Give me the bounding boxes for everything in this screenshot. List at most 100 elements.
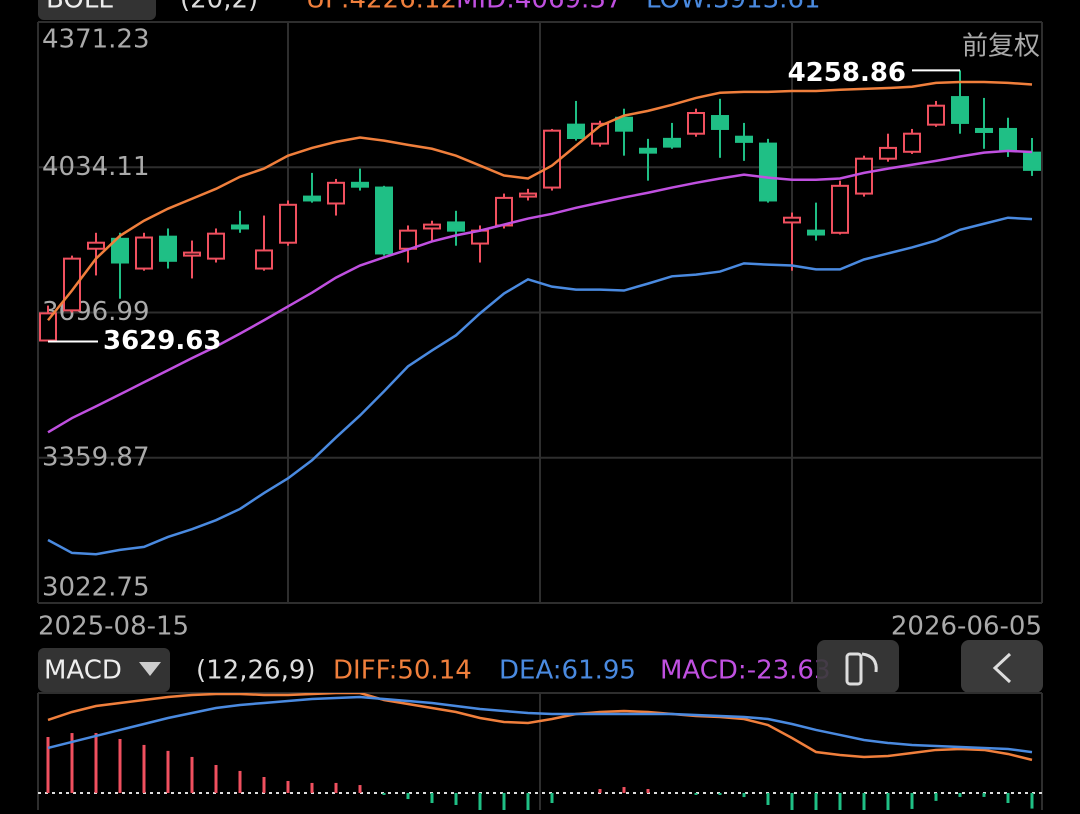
candle-body xyxy=(231,224,249,230)
candle-body xyxy=(807,229,825,236)
candle-body xyxy=(399,229,417,250)
indicator-name: MACD xyxy=(44,656,122,686)
legend-mid: MID:4069.37 xyxy=(456,0,622,15)
rotate-icon xyxy=(861,652,878,673)
macd-bar xyxy=(286,780,290,793)
macd-bar xyxy=(862,792,866,810)
min-label: 3629.63 xyxy=(103,326,221,356)
macd-bar xyxy=(958,792,962,797)
y-tick-label: 3359.87 xyxy=(42,442,150,472)
macd-bar xyxy=(238,770,242,793)
candle-body xyxy=(567,123,585,139)
macd-bar xyxy=(190,756,194,793)
macd-frame xyxy=(37,692,1043,810)
indicator-params: (12,26,9) xyxy=(196,656,316,686)
macd-bar xyxy=(502,792,506,810)
macd-plot xyxy=(38,693,1042,810)
candle-body xyxy=(639,147,657,154)
candle-body xyxy=(711,115,729,130)
candle-body xyxy=(375,186,393,255)
rotate-icon xyxy=(845,652,863,686)
indicator-button[interactable] xyxy=(38,0,156,20)
macd-bar xyxy=(790,792,794,810)
x-tick-label: 2026-06-05 xyxy=(891,612,1042,642)
boll-line xyxy=(47,80,1033,322)
macd-bar xyxy=(1030,792,1034,809)
macd-bar xyxy=(598,789,602,793)
macd-bar xyxy=(70,733,74,793)
back-button[interactable] xyxy=(961,640,1043,693)
legend-diff: DIFF:50.14 xyxy=(333,656,472,686)
macd-bar xyxy=(262,777,266,793)
candle-body xyxy=(927,104,945,126)
macd-bar xyxy=(118,738,122,793)
macd-bar xyxy=(526,792,530,810)
candle-body xyxy=(855,157,873,195)
macd-bar xyxy=(646,789,650,793)
legend-up: UP:4226.12 xyxy=(306,0,457,15)
boll-line xyxy=(47,216,1033,556)
macd-bar xyxy=(550,792,554,804)
macd-bar xyxy=(766,792,770,805)
candle-body xyxy=(1023,151,1041,171)
candle-body xyxy=(87,241,105,250)
candle-body xyxy=(303,195,321,202)
macd-bar xyxy=(430,792,434,804)
candle-body xyxy=(423,223,441,230)
x-tick-label: 2025-08-15 xyxy=(38,612,189,642)
macd-bar xyxy=(838,792,842,810)
candle-body xyxy=(351,181,369,188)
candle-body xyxy=(999,127,1017,152)
candle-body xyxy=(447,221,465,232)
indicator-params: (20,2) xyxy=(180,0,258,15)
candle-body xyxy=(111,237,129,264)
candle-body xyxy=(183,251,201,257)
macd-bar xyxy=(358,785,362,793)
macd-bar xyxy=(1006,792,1010,804)
adjust-label: 前复权 xyxy=(962,32,1040,62)
max-label: 4258.86 xyxy=(788,58,906,88)
macd-bar xyxy=(718,792,722,795)
candle-body xyxy=(615,116,633,132)
macd-bar xyxy=(214,764,218,793)
candle-body xyxy=(255,249,273,270)
candle-body xyxy=(543,129,561,189)
macd-line xyxy=(47,695,1033,754)
macd-bar xyxy=(310,782,314,793)
macd-bar xyxy=(478,792,482,810)
macd-bar xyxy=(454,792,458,805)
y-tick-label: 3696.99 xyxy=(42,297,150,327)
macd-bar xyxy=(166,750,170,793)
macd-bar xyxy=(334,782,338,793)
macd-line xyxy=(47,693,1033,762)
candle-body xyxy=(783,216,801,224)
candle-body xyxy=(759,142,777,202)
indicator-button[interactable] xyxy=(38,648,170,692)
candle-body xyxy=(39,312,57,342)
rotate-button[interactable] xyxy=(817,640,899,693)
macd-bar xyxy=(982,792,986,797)
indicator-name: BOLL xyxy=(46,0,113,15)
macd-bar xyxy=(142,744,146,793)
y-tick-label: 3022.75 xyxy=(42,573,150,603)
macd-bar xyxy=(814,792,818,810)
candle-body xyxy=(663,137,681,148)
macd-bar xyxy=(742,792,746,798)
candle-body xyxy=(951,96,969,124)
candle-body xyxy=(495,196,513,227)
candle-body xyxy=(903,132,921,153)
legend-low: LOW:3913.61 xyxy=(646,0,820,15)
macd-bar xyxy=(382,792,386,795)
macd-bar xyxy=(886,792,890,810)
candle-body xyxy=(687,112,705,135)
y-tick-label: 4371.23 xyxy=(42,25,150,55)
candle-body xyxy=(135,236,153,270)
macd-bar xyxy=(910,792,914,809)
candle-body xyxy=(519,192,537,198)
macd-bar xyxy=(46,737,50,793)
back-icon xyxy=(992,652,1012,684)
macd-bar xyxy=(406,792,410,800)
dropdown-arrow xyxy=(139,662,161,676)
legend-dea: DEA:61.95 xyxy=(499,656,636,686)
